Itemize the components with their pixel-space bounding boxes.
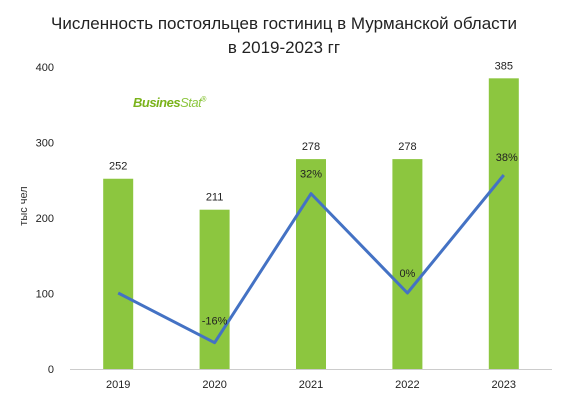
bar-value-label: 252 bbox=[109, 161, 127, 173]
y-tick-label: 400 bbox=[36, 62, 54, 74]
bar bbox=[296, 159, 326, 369]
bar bbox=[488, 78, 519, 369]
x-tick-label: 2019 bbox=[106, 379, 130, 391]
y-tick-label: 200 bbox=[36, 213, 54, 225]
chart-title-line-1: Численность постояльцев гостиниц в Мурма… bbox=[51, 14, 517, 33]
y-tick-label: 300 bbox=[36, 138, 54, 150]
bar bbox=[103, 178, 134, 369]
bar-value-label: 278 bbox=[398, 141, 416, 153]
chart-title: Численность постояльцев гостиниц в Мурма… bbox=[0, 12, 568, 60]
x-tick-label: 2023 bbox=[492, 379, 516, 391]
growth-label: 0% bbox=[399, 268, 415, 280]
growth-label: 38% bbox=[496, 152, 518, 164]
bar bbox=[199, 209, 230, 369]
x-tick-label: 2022 bbox=[395, 379, 419, 391]
chart-title-line-2: в 2019-2023 гг bbox=[227, 38, 341, 57]
bar-value-label: 211 bbox=[206, 192, 224, 204]
bar-value-label: 278 bbox=[302, 141, 320, 153]
bar bbox=[392, 159, 423, 369]
y-tick-label: 0 bbox=[48, 364, 54, 376]
growth-label: 32% bbox=[300, 169, 322, 181]
businesstat-logo: BusinesStat® bbox=[133, 95, 206, 110]
growth-line bbox=[117, 174, 505, 345]
growth-label: -16% bbox=[202, 316, 228, 328]
x-tick-label: 2020 bbox=[202, 379, 226, 391]
x-tick-label: 2021 bbox=[299, 379, 323, 391]
y-tick-label: 100 bbox=[36, 289, 54, 301]
bar-value-label: 385 bbox=[495, 60, 513, 72]
